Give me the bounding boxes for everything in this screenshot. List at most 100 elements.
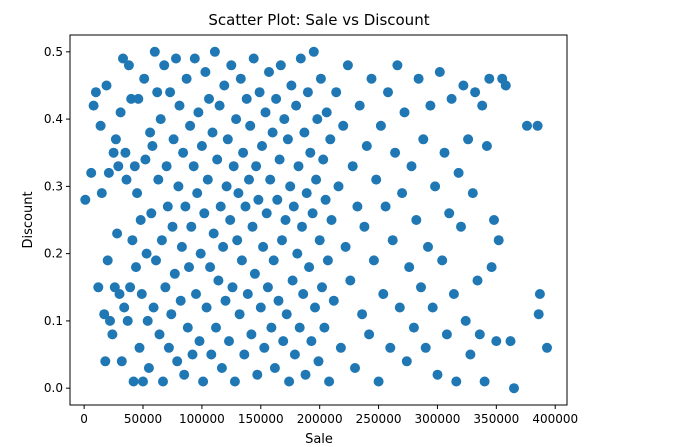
data-point [209,46,220,57]
data-point [533,309,544,320]
data-point [228,161,239,172]
data-point [423,241,433,252]
data-point [187,349,198,360]
x-tick-label: 150000 [238,412,284,426]
data-point [240,201,251,212]
data-point [105,315,115,326]
data-point [287,275,298,286]
data-point [371,174,382,185]
data-point [385,342,396,353]
data-point [180,201,191,212]
data-point [142,315,153,326]
data-point [258,241,269,252]
x-tick-label: 250000 [356,412,402,426]
data-point [413,73,424,84]
data-point [181,73,192,84]
data-point [411,215,422,225]
data-point [143,363,154,373]
data-point [107,329,118,340]
data-point [158,376,168,387]
data-point [439,147,450,158]
data-point [408,322,419,333]
data-point [192,188,203,199]
data-point [282,134,293,145]
data-point [238,147,249,158]
data-point [460,315,471,326]
data-point [335,342,346,353]
data-point [317,282,327,293]
data-point [278,336,289,347]
data-point [201,302,212,313]
data-point [318,154,329,165]
data-point [301,188,312,199]
data-point [255,302,266,313]
data-point [416,282,426,293]
data-point [154,329,165,340]
data-point [227,282,238,293]
data-point [138,376,148,387]
data-point [425,100,436,111]
data-point [451,376,462,387]
data-point [307,208,318,219]
data-point [205,262,216,273]
data-point [102,255,113,266]
data-point [115,107,126,118]
data-point [245,120,256,131]
data-point [427,302,438,313]
data-point [441,329,452,340]
data-point [110,134,121,145]
data-point [140,154,151,165]
data-point [420,342,431,353]
data-point [136,289,147,299]
plot-area: 0 50000 100000 150000 200000 250000 300000 3500… [44,34,578,426]
data-point [331,87,342,98]
data-point [493,235,504,246]
data-point [114,289,125,299]
data-point [284,376,295,387]
data-point [191,289,201,299]
data-point [126,93,137,104]
data-point [112,228,123,239]
data-point [489,215,499,225]
data-point [465,349,476,360]
data-point [366,73,377,84]
data-point [220,295,231,306]
data-point [325,134,336,145]
data-point [215,201,226,212]
data-point [338,120,349,131]
data-point [484,73,495,84]
data-point [352,201,363,212]
data-point [249,268,260,279]
data-point [149,46,160,57]
data-point [404,262,415,273]
data-point [233,188,244,199]
data-point [254,87,265,98]
data-point [131,262,141,273]
data-point [302,87,313,98]
data-point [364,329,375,340]
data-point [262,282,273,293]
data-point [340,241,351,252]
x-tick-label: 100000 [179,412,225,426]
data-point [446,93,457,104]
x-tick-label: 400000 [532,412,578,426]
x-tick-label: 300000 [415,412,461,426]
data-point [103,167,114,178]
data-point [167,221,178,232]
data-point [359,221,370,232]
data-point [434,67,445,77]
data-point [252,369,263,380]
data-point [333,181,344,192]
data-point [418,134,429,145]
data-point [368,255,379,266]
data-point [127,235,138,246]
data-point [188,161,199,172]
data-point [174,100,185,111]
data-point [273,295,284,306]
data-point [242,289,253,299]
data-point [505,336,516,347]
data-point [311,174,322,185]
data-point [216,363,227,373]
data-point [184,262,194,273]
